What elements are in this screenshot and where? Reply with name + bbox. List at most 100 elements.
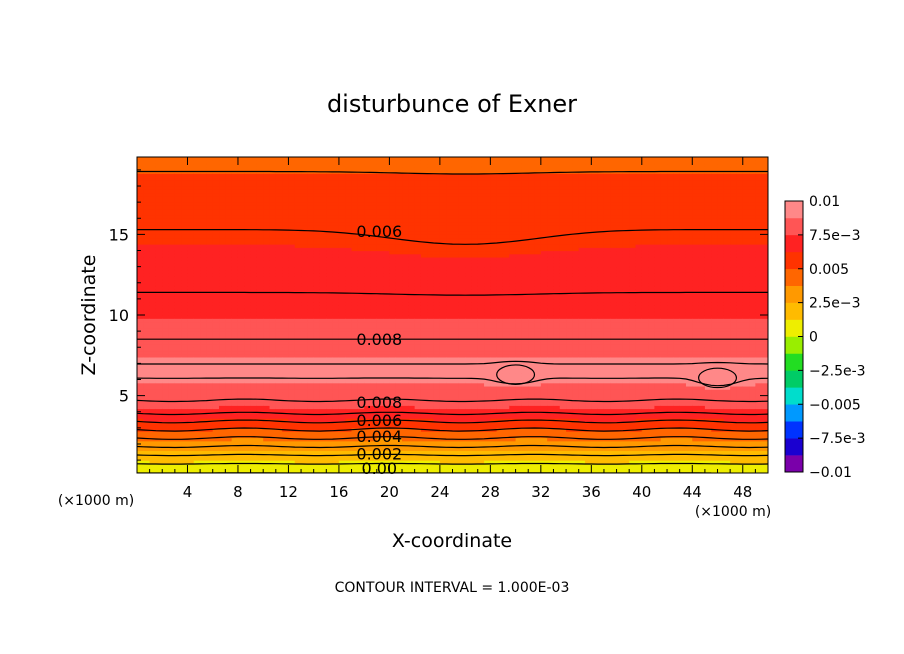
field-cell bbox=[319, 418, 327, 422]
field-cell bbox=[420, 289, 428, 294]
field-cell bbox=[307, 356, 315, 361]
field-cell bbox=[219, 289, 226, 294]
field-cell bbox=[219, 305, 226, 310]
field-cell bbox=[408, 224, 416, 229]
field-cell bbox=[326, 253, 334, 258]
field-cell bbox=[452, 202, 460, 206]
field-cell bbox=[301, 240, 308, 245]
field-cell bbox=[402, 360, 409, 364]
field-cell bbox=[294, 463, 302, 468]
field-cell bbox=[244, 440, 252, 445]
field-cell bbox=[351, 195, 359, 200]
field-cell bbox=[206, 421, 214, 426]
field-cell bbox=[319, 256, 327, 261]
field-cell bbox=[282, 205, 290, 210]
field-cell bbox=[187, 308, 195, 313]
field-cell bbox=[439, 215, 447, 219]
field-cell bbox=[319, 315, 327, 319]
field-cell bbox=[250, 437, 258, 442]
field-cell bbox=[414, 414, 422, 419]
field-cell bbox=[414, 408, 422, 413]
field-cell bbox=[288, 211, 296, 216]
field-cell bbox=[452, 247, 460, 252]
field-cell bbox=[225, 466, 233, 471]
field-cell bbox=[288, 279, 296, 284]
field-cell bbox=[288, 295, 296, 300]
field-cell bbox=[439, 315, 447, 319]
field-cell bbox=[174, 198, 182, 203]
field-cell bbox=[357, 356, 365, 361]
field-cell bbox=[137, 260, 144, 264]
field-cell bbox=[294, 240, 302, 245]
field-cell bbox=[263, 398, 271, 403]
field-cell bbox=[338, 237, 346, 242]
field-cell bbox=[200, 237, 208, 242]
field-cell bbox=[395, 176, 403, 181]
field-cell bbox=[376, 379, 384, 384]
field-cell bbox=[288, 353, 296, 358]
field-cell bbox=[402, 176, 409, 181]
field-cell bbox=[351, 363, 359, 368]
field-cell bbox=[288, 440, 296, 445]
field-cell bbox=[408, 260, 416, 264]
field-cell bbox=[193, 282, 201, 287]
field-cell bbox=[200, 263, 208, 268]
field-cell bbox=[155, 373, 163, 377]
field-cell bbox=[219, 224, 226, 229]
field-cell bbox=[143, 350, 151, 355]
field-cell bbox=[155, 195, 163, 200]
field-cell bbox=[212, 369, 220, 374]
field-cell bbox=[200, 395, 208, 400]
field-cell bbox=[370, 240, 378, 245]
field-cell bbox=[319, 163, 327, 168]
field-cell bbox=[219, 279, 226, 284]
field-cell bbox=[332, 385, 340, 390]
field-cell bbox=[357, 166, 365, 171]
field-cell bbox=[345, 160, 353, 165]
field-cell bbox=[212, 402, 220, 406]
field-cell bbox=[376, 347, 384, 352]
field-cell bbox=[212, 202, 220, 206]
field-cell bbox=[282, 266, 290, 271]
field-cell bbox=[187, 179, 195, 184]
field-cell bbox=[439, 334, 447, 339]
field-cell bbox=[174, 305, 182, 310]
field-cell bbox=[338, 279, 346, 284]
field-cell bbox=[244, 353, 252, 358]
field-cell bbox=[237, 182, 245, 187]
field-cell bbox=[332, 292, 340, 297]
field-cell bbox=[402, 427, 409, 432]
field-cell bbox=[351, 315, 359, 319]
field-cell bbox=[250, 218, 258, 223]
field-cell bbox=[269, 221, 277, 226]
field-cell bbox=[326, 266, 334, 271]
field-cell bbox=[294, 350, 302, 355]
field-cell bbox=[200, 369, 208, 374]
field-cell bbox=[420, 186, 428, 190]
field-cell bbox=[225, 460, 233, 464]
field-cell bbox=[301, 227, 308, 232]
field-cell bbox=[427, 443, 435, 448]
field-cell bbox=[200, 260, 208, 264]
field-cell bbox=[420, 389, 428, 393]
field-cell bbox=[206, 353, 214, 358]
field-cell bbox=[383, 395, 390, 400]
field-cell bbox=[414, 398, 422, 403]
field-cell bbox=[174, 389, 182, 393]
field-cell bbox=[433, 182, 441, 187]
field-cell bbox=[402, 321, 409, 326]
field-cell bbox=[155, 160, 163, 165]
field-cell bbox=[294, 434, 302, 439]
field-cell bbox=[319, 366, 327, 371]
field-cell bbox=[231, 366, 239, 371]
field-cell bbox=[383, 186, 390, 190]
field-cell bbox=[155, 411, 163, 416]
field-cell bbox=[212, 189, 220, 194]
field-cell bbox=[326, 198, 334, 203]
field-cell bbox=[383, 192, 390, 197]
field-cell bbox=[288, 340, 296, 345]
field-cell bbox=[225, 186, 233, 190]
field-cell bbox=[250, 408, 258, 413]
field-cell bbox=[370, 205, 378, 210]
field-cell bbox=[345, 285, 353, 290]
